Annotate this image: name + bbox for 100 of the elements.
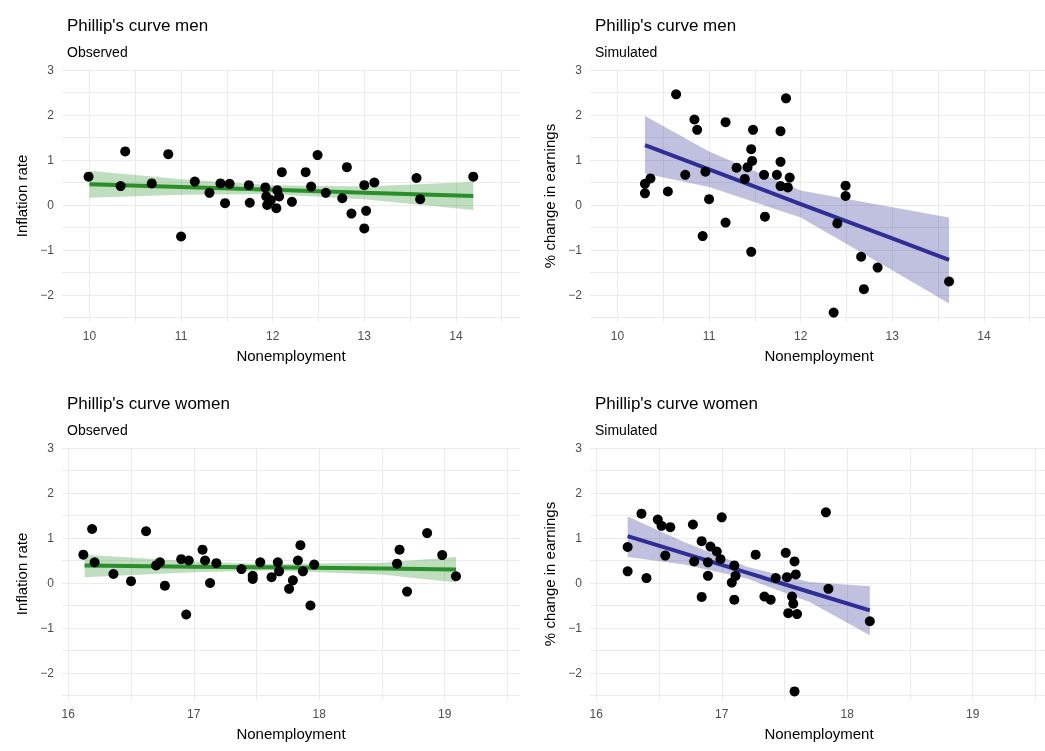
point <box>696 536 707 547</box>
point <box>765 594 776 605</box>
point <box>639 188 650 199</box>
point <box>359 180 370 191</box>
x-tick-label: 12 <box>794 329 808 343</box>
y-tick-label: 3 <box>575 63 583 77</box>
point <box>832 218 843 229</box>
point <box>864 616 875 627</box>
point <box>788 598 799 609</box>
point <box>146 178 157 189</box>
point <box>622 566 633 577</box>
y-tick-label: 2 <box>575 108 583 122</box>
y-tick-label: 3 <box>47 441 55 455</box>
point <box>944 276 955 287</box>
point <box>840 191 851 201</box>
point <box>274 566 285 577</box>
point <box>775 156 786 167</box>
point <box>660 550 671 561</box>
point <box>856 251 867 262</box>
point <box>415 194 426 205</box>
y-tick-label: 1 <box>47 531 55 545</box>
x-tick-label: 13 <box>357 329 372 343</box>
point <box>840 180 851 191</box>
point <box>702 557 713 568</box>
point <box>295 540 306 551</box>
point <box>197 544 208 555</box>
point <box>87 524 98 534</box>
point <box>759 169 770 180</box>
point <box>872 262 883 273</box>
point <box>205 578 216 588</box>
point <box>159 580 170 591</box>
y-tick-label: −2 <box>568 666 583 680</box>
point <box>636 508 647 519</box>
point <box>702 570 713 581</box>
x-axis-title: Nonemployment <box>236 347 347 364</box>
point <box>700 166 711 177</box>
chart-subtitle: Simulated <box>595 44 658 60</box>
point <box>220 198 231 209</box>
point <box>309 559 320 570</box>
point <box>746 246 757 257</box>
y-tick-label: 2 <box>47 486 55 500</box>
x-tick-label: 17 <box>715 707 729 721</box>
point <box>704 194 715 205</box>
point <box>759 211 770 222</box>
y-tick-label: 1 <box>47 153 55 167</box>
point <box>320 187 331 198</box>
point <box>292 555 303 566</box>
y-tick-label: −2 <box>40 288 55 302</box>
point <box>287 575 298 586</box>
point <box>224 178 235 189</box>
point <box>451 571 462 582</box>
point <box>789 686 800 697</box>
point <box>437 550 448 561</box>
point <box>665 522 676 533</box>
point <box>272 557 283 568</box>
point <box>341 162 352 173</box>
y-tick-label: 2 <box>47 108 55 122</box>
y-tick-label: 0 <box>47 576 55 590</box>
y-tick-label: 1 <box>575 531 583 545</box>
x-tick-label: 11 <box>174 329 188 343</box>
point <box>622 542 633 552</box>
point <box>211 558 222 569</box>
chart-title: Phillip's curve women <box>67 394 230 413</box>
point <box>394 544 405 555</box>
point <box>260 182 271 193</box>
point <box>781 93 792 104</box>
point <box>771 169 782 180</box>
y-axis-title: Inflation rate <box>13 154 31 238</box>
point <box>696 591 707 602</box>
point <box>729 560 740 571</box>
chart-subtitle: Observed <box>67 44 128 60</box>
point <box>236 564 247 575</box>
y-tick-label: −1 <box>40 621 55 635</box>
point <box>286 196 297 207</box>
point <box>739 173 750 184</box>
chart-title: Phillip's curve women <box>595 394 758 413</box>
point <box>747 155 758 166</box>
y-tick-label: 3 <box>47 63 55 77</box>
point <box>687 519 698 530</box>
point <box>680 169 691 180</box>
y-axis-title: % change in earnings <box>541 123 559 269</box>
x-tick-label: 14 <box>977 329 991 343</box>
point <box>645 173 656 184</box>
point <box>730 570 741 581</box>
point <box>183 555 194 566</box>
point <box>361 205 372 216</box>
x-tick-label: 18 <box>312 707 327 721</box>
point <box>337 193 348 204</box>
point <box>176 231 187 242</box>
y-tick-label: 0 <box>47 198 55 212</box>
point <box>790 569 801 580</box>
point <box>243 180 254 191</box>
point <box>715 554 726 565</box>
y-tick-label: −1 <box>568 621 583 635</box>
point <box>731 162 742 173</box>
point <box>770 573 781 584</box>
point <box>359 223 370 234</box>
point <box>89 557 100 568</box>
point <box>641 573 652 584</box>
y-tick-label: −1 <box>568 243 583 257</box>
